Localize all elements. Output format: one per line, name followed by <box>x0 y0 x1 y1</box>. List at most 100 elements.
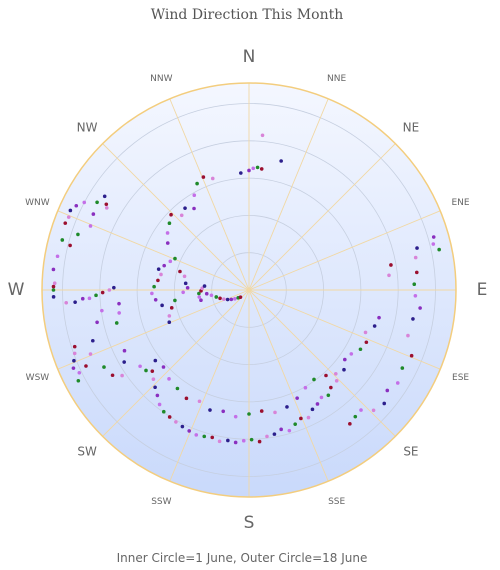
data-point <box>342 367 346 372</box>
data-point <box>76 378 81 383</box>
data-point <box>279 427 283 432</box>
data-point <box>303 385 308 390</box>
data-point <box>229 297 234 302</box>
data-point <box>179 213 184 218</box>
data-point <box>222 297 226 301</box>
data-point <box>431 242 436 246</box>
data-point <box>71 366 76 370</box>
data-point <box>180 424 185 429</box>
data-point <box>353 414 358 419</box>
data-point <box>178 269 182 274</box>
data-point <box>199 298 203 303</box>
data-point <box>112 285 116 290</box>
data-point <box>165 231 170 235</box>
data-point <box>144 368 148 373</box>
data-point <box>329 385 333 390</box>
data-point <box>387 273 391 278</box>
data-point <box>153 358 158 363</box>
data-point <box>415 246 419 250</box>
data-point <box>299 416 303 421</box>
data-point <box>138 364 142 369</box>
direction-label-nw: NW <box>77 121 98 135</box>
data-point <box>88 224 93 228</box>
data-point <box>55 254 60 259</box>
direction-label-w: W <box>8 280 25 300</box>
data-point <box>241 438 246 443</box>
data-point <box>173 298 177 303</box>
data-point <box>162 263 166 268</box>
data-point <box>156 267 161 271</box>
data-point <box>167 415 172 419</box>
data-point <box>122 348 127 353</box>
data-point <box>72 351 77 356</box>
grid-spoke <box>248 210 441 291</box>
data-point <box>210 176 215 181</box>
data-point <box>265 434 269 439</box>
data-point <box>209 293 214 298</box>
grid-spoke <box>248 98 329 291</box>
data-point <box>247 412 251 416</box>
grid-spoke <box>169 289 250 482</box>
data-point <box>120 373 124 378</box>
grid-spoke <box>102 289 250 437</box>
data-point <box>324 373 328 378</box>
direction-label-ne: NE <box>403 121 420 135</box>
data-point <box>255 165 260 170</box>
data-point <box>102 194 107 199</box>
data-point <box>285 405 289 409</box>
data-point <box>395 381 400 385</box>
direction-label-s: S <box>244 513 255 533</box>
data-point <box>51 284 56 289</box>
data-point <box>412 282 417 287</box>
data-point <box>160 303 164 308</box>
data-point <box>364 340 369 345</box>
data-point <box>102 365 106 369</box>
direction-label-ene: ENE <box>452 198 470 208</box>
data-point <box>406 333 410 338</box>
chart-footer: Inner Circle=1 June, Outer Circle=18 Jun… <box>117 551 368 565</box>
data-point <box>259 167 264 171</box>
data-point <box>326 393 331 398</box>
data-point <box>197 399 202 404</box>
data-point <box>372 324 377 328</box>
direction-label-sw: SW <box>77 444 97 458</box>
data-point <box>221 409 226 414</box>
data-point <box>233 440 238 445</box>
data-point <box>226 438 230 443</box>
data-point <box>66 215 71 219</box>
data-point <box>117 301 121 306</box>
data-point <box>413 294 418 298</box>
data-point <box>150 291 154 296</box>
data-point <box>167 221 172 226</box>
data-point <box>293 422 297 426</box>
data-points <box>51 133 441 445</box>
data-point <box>82 200 87 205</box>
data-point <box>68 208 73 213</box>
data-point <box>165 241 170 245</box>
data-point <box>161 409 166 414</box>
data-point <box>64 300 69 305</box>
data-point <box>169 306 174 310</box>
data-point <box>192 193 197 197</box>
direction-label-se: SE <box>403 444 418 458</box>
data-point <box>84 364 88 368</box>
data-point <box>409 353 414 358</box>
data-point <box>385 388 390 393</box>
data-point <box>182 274 187 279</box>
data-point <box>257 439 262 444</box>
data-point <box>201 175 206 179</box>
data-point <box>72 358 76 363</box>
direction-label-nnw: NNW <box>150 74 172 84</box>
data-point <box>122 360 126 364</box>
data-point <box>306 415 311 420</box>
polar-grid <box>42 83 456 497</box>
data-point <box>104 206 109 210</box>
data-point <box>437 247 441 252</box>
data-point <box>414 270 419 275</box>
data-point <box>153 385 157 390</box>
data-point <box>159 272 163 277</box>
data-point <box>389 263 393 267</box>
direction-labels: N NNE NE ENE E ESE SE SSE S SSW SW WSW W WNW NW NNW <box>8 47 488 533</box>
data-point <box>202 284 207 288</box>
grid-spoke <box>248 289 441 370</box>
